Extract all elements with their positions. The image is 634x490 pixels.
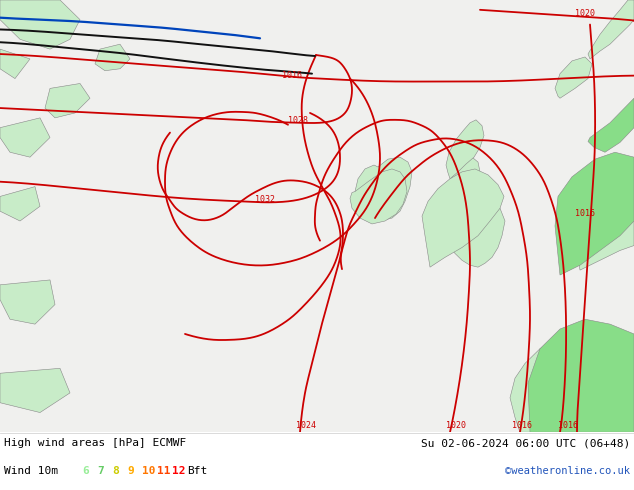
Polygon shape xyxy=(575,201,634,270)
Polygon shape xyxy=(422,169,504,267)
Polygon shape xyxy=(528,319,634,432)
Text: 11: 11 xyxy=(157,466,171,476)
Text: 9: 9 xyxy=(127,466,134,476)
Polygon shape xyxy=(432,204,505,267)
Polygon shape xyxy=(95,44,130,71)
Text: 1028: 1028 xyxy=(288,116,308,125)
Polygon shape xyxy=(448,157,480,201)
Polygon shape xyxy=(0,0,80,49)
Text: Wind 10m: Wind 10m xyxy=(4,466,58,476)
Polygon shape xyxy=(588,98,634,152)
Polygon shape xyxy=(446,120,484,179)
Text: Bft: Bft xyxy=(187,466,207,476)
Polygon shape xyxy=(355,157,412,221)
Text: ©weatheronline.co.uk: ©weatheronline.co.uk xyxy=(505,466,630,476)
Text: 1024: 1024 xyxy=(296,421,316,430)
Text: 1020: 1020 xyxy=(446,421,466,430)
Polygon shape xyxy=(510,334,634,432)
Polygon shape xyxy=(45,83,90,118)
Text: Su 02-06-2024 06:00 UTC (06+48): Su 02-06-2024 06:00 UTC (06+48) xyxy=(421,438,630,448)
Text: 1016: 1016 xyxy=(575,209,595,218)
Text: 7: 7 xyxy=(97,466,104,476)
Text: 1020: 1020 xyxy=(575,9,595,18)
Polygon shape xyxy=(350,169,407,224)
Text: 6: 6 xyxy=(82,466,89,476)
Polygon shape xyxy=(0,118,50,157)
Text: 8: 8 xyxy=(112,466,119,476)
Polygon shape xyxy=(588,0,634,59)
Polygon shape xyxy=(442,195,496,247)
Text: 1016: 1016 xyxy=(558,421,578,430)
Polygon shape xyxy=(0,368,70,413)
Text: 1016: 1016 xyxy=(282,71,302,79)
Polygon shape xyxy=(555,152,634,275)
Text: High wind areas [hPa] ECMWF: High wind areas [hPa] ECMWF xyxy=(4,438,186,448)
Text: 10: 10 xyxy=(142,466,155,476)
Text: 1016: 1016 xyxy=(512,421,532,430)
Polygon shape xyxy=(0,49,30,78)
Polygon shape xyxy=(0,280,55,324)
Text: 1032: 1032 xyxy=(255,196,275,204)
Polygon shape xyxy=(0,187,40,221)
Polygon shape xyxy=(555,57,592,98)
Text: 12: 12 xyxy=(172,466,186,476)
